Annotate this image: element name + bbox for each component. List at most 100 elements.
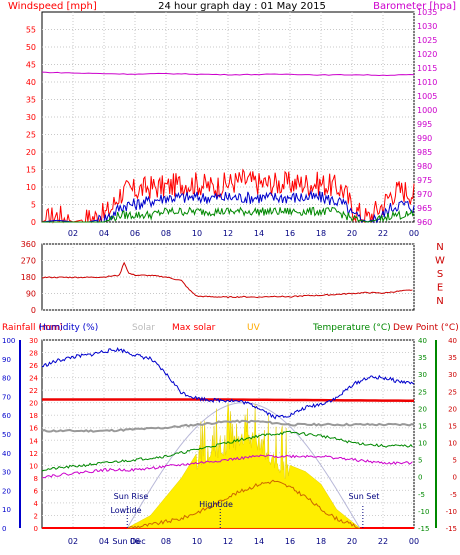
tick-label-time: 00 <box>409 229 419 238</box>
tick-label-humidity: 40 <box>2 450 11 458</box>
tick-label-rainfall: 20 <box>29 400 38 408</box>
tick-label-humidity: 90 <box>2 356 11 364</box>
tick-label-humidity: 20 <box>2 487 11 495</box>
tick-label-rainfall: 4 <box>34 500 39 508</box>
tick-label-time-rain: 22 <box>378 537 388 546</box>
tick-label-barometer: 970 <box>417 190 432 199</box>
legend-label-2: Solar <box>132 323 155 333</box>
tick-label-time: 20 <box>347 229 357 238</box>
annotation-hightide: Hightide <box>199 500 233 509</box>
tick-label-wind-speed: 45 <box>26 61 36 70</box>
tick-label-direction: 90 <box>26 290 36 299</box>
tick-label-rainfall: 16 <box>29 425 38 433</box>
tick-label-time-rain: 18 <box>316 537 326 546</box>
tick-label-barometer: 1010 <box>417 78 437 87</box>
tick-label-wind-speed: 50 <box>26 43 36 52</box>
series-line-wind-speed <box>42 206 415 223</box>
tick-label-time: 06 <box>130 229 140 238</box>
tick-label-humidity: 50 <box>2 431 11 439</box>
legend-label-6: Dew Point (°C) <box>393 323 459 333</box>
tick-label-time: 16 <box>285 229 295 238</box>
tick-label-time-rain: 12 <box>223 537 233 546</box>
tick-label-dew-point: -15 <box>446 525 457 533</box>
tick-label-dew-point: -5 <box>450 491 457 499</box>
tick-label-humidity: 30 <box>2 469 11 477</box>
tick-label-temperature: 20 <box>418 405 427 413</box>
tick-label-temperature: 40 <box>418 337 427 345</box>
tick-label-wind-speed: 5 <box>31 201 36 210</box>
tick-label-barometer: 1025 <box>417 36 437 45</box>
tick-label-barometer: 985 <box>417 148 432 157</box>
tick-label-time-rain: 10 <box>192 537 202 546</box>
tick-label-dew-point: 35 <box>448 354 457 362</box>
series-line-humidity <box>41 346 415 420</box>
tick-label-time-rain: 14 <box>254 537 264 546</box>
tick-label-dew-point: 30 <box>448 371 457 379</box>
compass-label: S <box>437 269 443 280</box>
tick-label-rainfall: 24 <box>29 375 38 383</box>
tick-label-wind-speed: 25 <box>26 131 36 140</box>
tick-label-temperature: 30 <box>418 371 427 379</box>
tick-label-rainfall: 28 <box>29 350 38 358</box>
tick-label-barometer: 990 <box>417 134 432 143</box>
tick-label-wind-speed: 35 <box>26 96 36 105</box>
compass-label: W <box>435 256 445 267</box>
annotation-lowtide: Lowtide <box>110 506 141 515</box>
tick-label-temperature: -15 <box>418 525 429 533</box>
axis-label-windspeed: Windspeed [mph] <box>8 1 97 12</box>
tick-label-time-rain: 04 <box>99 537 109 546</box>
tick-label-rainfall: 10 <box>29 462 38 470</box>
tick-label-dew-point: 5 <box>453 457 457 465</box>
tick-label-rainfall: 8 <box>34 475 38 483</box>
annotation-sun-dec: Sun Dec <box>112 537 145 546</box>
tick-label-barometer: 1030 <box>417 22 437 31</box>
tick-label-humidity: 70 <box>2 393 11 401</box>
tick-label-barometer: 995 <box>417 120 432 129</box>
tick-label-time: 04 <box>99 229 109 238</box>
tick-label-dew-point: 10 <box>448 440 457 448</box>
tick-label-barometer: 965 <box>417 204 432 213</box>
tick-label-barometer: 1000 <box>417 106 437 115</box>
tick-label-wind-speed: 55 <box>26 26 36 35</box>
series-line-dew-point <box>41 454 413 479</box>
tick-label-direction: 360 <box>21 240 36 249</box>
series-line-max-solar <box>42 398 415 403</box>
tick-label-direction: 270 <box>21 257 36 266</box>
annotation-sun-set: Sun Set <box>349 492 380 501</box>
tick-label-time: 10 <box>192 229 202 238</box>
tick-label-time-rain: 06 <box>130 537 140 546</box>
tick-label-wind-speed: 40 <box>26 78 36 87</box>
axis-label-barometer: Barometer [hpa] <box>373 1 456 12</box>
tick-label-barometer: 1005 <box>417 92 437 101</box>
tick-label-humidity: 80 <box>2 375 11 383</box>
tick-label-time: 08 <box>161 229 171 238</box>
tick-label-barometer: 980 <box>417 162 432 171</box>
tick-label-barometer: 1020 <box>417 50 437 59</box>
tick-label-time-rain: 08 <box>161 537 171 546</box>
tick-label-barometer: 1035 <box>417 8 437 17</box>
tick-label-wind-speed: 20 <box>26 148 36 157</box>
series-area-solar <box>127 403 361 529</box>
tick-label-time: 02 <box>68 229 78 238</box>
tick-label-wind-speed: 30 <box>26 113 36 122</box>
compass-label: N <box>436 296 443 307</box>
legend-label-5: Temperature (°C) <box>312 323 391 333</box>
tick-label-dew-point: 40 <box>448 337 457 345</box>
compass-label: E <box>437 283 443 294</box>
series-line-barometer <box>41 71 415 77</box>
tick-label-time-rain: 02 <box>68 537 78 546</box>
tick-label-dew-point: -10 <box>446 508 457 516</box>
tick-label-time-rain: 16 <box>285 537 295 546</box>
tick-label-temperature: -10 <box>418 508 429 516</box>
tick-label-temperature: 5 <box>418 457 422 465</box>
tick-label-humidity: 10 <box>2 506 11 514</box>
tick-label-temperature: 35 <box>418 354 427 362</box>
tick-label-dew-point: 15 <box>448 422 457 430</box>
tick-label-rainfall: 14 <box>29 437 38 445</box>
tick-label-rainfall: 0 <box>34 525 38 533</box>
tick-label-direction: 180 <box>21 273 36 282</box>
tick-label-time-rain: 20 <box>347 537 357 546</box>
series-line-temperature <box>41 430 413 472</box>
legend-label-1: Humidity (%) <box>39 323 98 333</box>
